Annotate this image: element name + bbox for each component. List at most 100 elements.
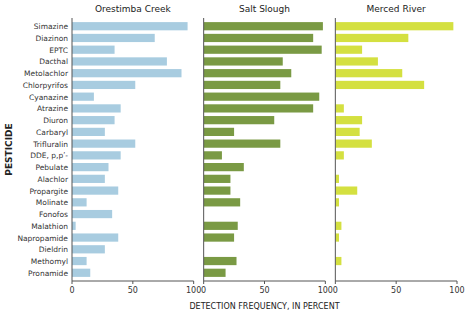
bar [72, 69, 182, 77]
y-tick-label: Diuron [43, 116, 68, 125]
bar [72, 269, 90, 277]
bar [204, 93, 320, 101]
y-tick-label: Metolachlor [24, 69, 69, 78]
bar [204, 69, 292, 77]
y-tick-label: EPTC [49, 46, 68, 55]
y-tick-label: Atrazine [37, 104, 68, 113]
bar [72, 128, 105, 136]
bar [72, 175, 105, 183]
bar [72, 198, 87, 206]
x-tick-label: 50 [259, 286, 269, 295]
bar [72, 93, 94, 101]
y-tick-label: Napropamide [17, 234, 68, 243]
bar [335, 257, 341, 265]
y-tick-label: Dacthal [39, 57, 68, 66]
x-tick-label: 100 [449, 286, 464, 295]
y-tick-label: Carbaryl [36, 128, 68, 137]
y-tick-label: Simazine [34, 22, 69, 31]
bar [72, 22, 188, 30]
x-tick-label: 0 [201, 286, 206, 295]
bar [204, 186, 231, 194]
bar [72, 104, 121, 112]
bar [335, 22, 453, 30]
chart: 0 50 100 Simazine Diazinon EPTC Dacthal Metolac… [0, 0, 469, 315]
bar [335, 198, 339, 206]
bar [204, 257, 237, 265]
bar [72, 140, 135, 148]
bar [204, 175, 231, 183]
y-tick-label: Chlorpyrifos [23, 81, 68, 90]
y-tick-label: Malathion [31, 222, 68, 231]
x-tick-label: 100 [186, 286, 201, 295]
bar [72, 116, 115, 124]
panel-title: Merced River [367, 4, 426, 14]
bar [335, 186, 357, 194]
bar [204, 163, 244, 171]
x-tick-label: 100 [318, 286, 333, 295]
y-axis-label: PESTICIDE [4, 123, 14, 175]
x-axis-line [335, 281, 457, 282]
y-tick-label: Pebulate [35, 163, 68, 172]
bar [204, 222, 238, 230]
panel: 0 50 100 Merced River [333, 4, 465, 295]
y-tick-label: Methomyl [31, 257, 68, 266]
bar [204, 198, 241, 206]
bar [204, 233, 234, 241]
bar [72, 163, 109, 171]
x-tick-label: 0 [69, 286, 74, 295]
x-tick-label: 50 [128, 286, 138, 295]
panel: 050100Salt SloughDETECTION FREQUENCY, IN… [189, 4, 339, 311]
y-tick-label: Propargite [29, 187, 68, 196]
bar [335, 104, 344, 112]
y-tick-label: Trifluralin [32, 140, 68, 149]
y-axis-line [203, 18, 204, 281]
bar [204, 34, 314, 42]
bar [204, 116, 275, 124]
y-tick-label: Diazinon [35, 34, 68, 43]
bar [72, 233, 118, 241]
bar [335, 34, 408, 42]
bar [335, 151, 344, 159]
bar [335, 233, 339, 241]
y-tick-label: Dieldrin [39, 245, 68, 254]
bar [72, 34, 155, 42]
bar [204, 104, 314, 112]
x-axis-line [204, 281, 326, 282]
y-tick-label: Pronamide [28, 269, 68, 278]
bar [72, 81, 135, 89]
bar [72, 151, 121, 159]
bar [204, 81, 281, 89]
bar [335, 140, 372, 148]
bar [72, 57, 167, 65]
y-tick-label: Alachlor [38, 175, 69, 184]
bar [72, 46, 115, 54]
bar [335, 46, 362, 54]
bar [335, 222, 341, 230]
x-axis-line [72, 281, 194, 282]
y-tick-label: DDE, p,pʹ- [30, 151, 68, 160]
y-axis-line [72, 18, 73, 281]
bar [335, 175, 339, 183]
x-tick-label: 0 [333, 286, 338, 295]
panel-title: Salt Slough [239, 4, 290, 14]
bar [72, 186, 118, 194]
bar [72, 210, 112, 218]
y-tick-label: Cyanazine [29, 93, 68, 102]
bar [335, 116, 362, 124]
y-tick-label: Fonofos [39, 210, 68, 219]
bars [204, 22, 323, 277]
bar [335, 69, 402, 77]
x-tick-label: 50 [391, 286, 401, 295]
y-axis-line [335, 18, 336, 281]
y-tick-label: Molinate [36, 198, 69, 207]
panel: 0 50 100 Simazine Diazinon EPTC Dacthal Metolac… [4, 4, 202, 295]
bar [335, 57, 378, 65]
bar [204, 128, 234, 136]
bar [204, 269, 226, 277]
panel-title: Orestimba Creek [95, 4, 172, 14]
bar [72, 245, 105, 253]
bar [72, 222, 76, 230]
bar [335, 128, 359, 136]
bar [204, 57, 283, 65]
bars [335, 22, 453, 265]
